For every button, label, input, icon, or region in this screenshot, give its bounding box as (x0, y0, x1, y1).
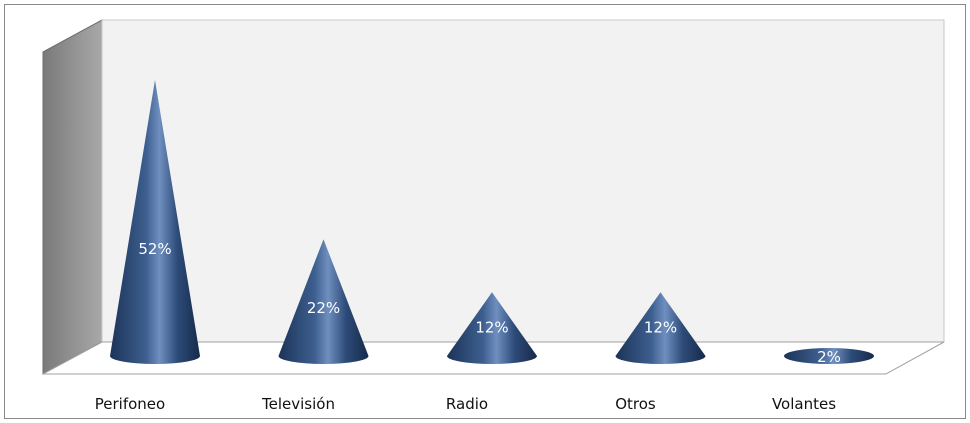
data-label-televisi-n: 22% (307, 299, 340, 317)
category-label-perifoneo: Perifoneo (95, 395, 165, 413)
cone-body (615, 292, 706, 364)
side-wall (42, 19, 103, 375)
back-wall (101, 19, 945, 343)
data-label-volantes: 2% (817, 348, 841, 366)
cone-body (784, 348, 874, 364)
cone-radio (447, 292, 537, 364)
cone-body (110, 80, 200, 364)
category-label-radio: Radio (446, 395, 488, 413)
cone-perifoneo (110, 80, 200, 364)
data-label-perifoneo: 52% (138, 240, 171, 258)
cone-televisi-n (278, 239, 369, 364)
data-label-otros: 12% (644, 318, 677, 336)
cone-otros (615, 292, 706, 364)
cones-layer (110, 80, 874, 364)
category-label-volantes: Volantes (772, 395, 836, 413)
category-label-otros: Otros (615, 395, 656, 413)
labels-layer: 52% Perifoneo 22% Televisión 12% Radio 12% Otro… (95, 240, 841, 413)
cone-body (447, 292, 537, 364)
category-label-televisi-n: Televisión (261, 395, 335, 413)
cone-body (278, 239, 369, 364)
cone-volantes (784, 348, 874, 364)
data-label-radio: 12% (475, 318, 508, 336)
